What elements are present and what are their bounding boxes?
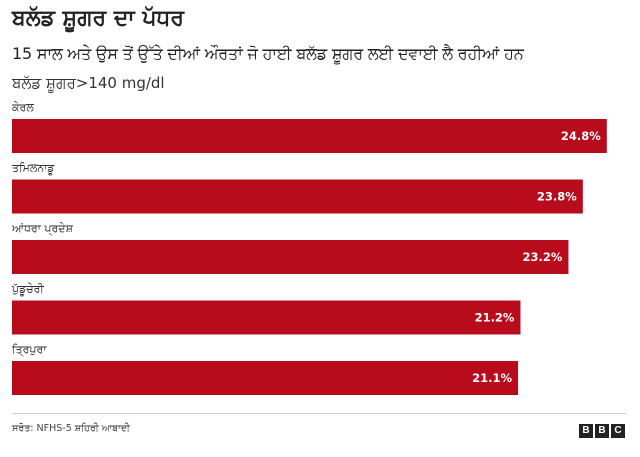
value-label: 24.8% [561, 129, 601, 143]
category-label: ਤਮਿਲਨਾਡੂ [11, 162, 55, 175]
category-label: ਤ੍ਰਿਪੁਰਾ [11, 343, 47, 356]
chart-title: ਬਲੱਡ ਸ਼ੂਗਰ ਦਾ ਪੱਧਰ [12, 6, 185, 31]
value-label: 23.2% [523, 250, 563, 264]
value-label: 21.2% [475, 311, 515, 325]
chart-subtitle: 15 ਸਾਲ ਅਤੇ ਉਸ ਤੋਂ ਉੱਤੇ ਦੀਆਂ ਔਰਤਾਂ ਜੋ ਹਾਈ… [12, 44, 524, 63]
unit-label: ਬਲੱਡ ਸ਼ੂਗਰ>140 mg/dl [12, 74, 165, 92]
bbc-logo-letter: C [611, 424, 625, 438]
bar [12, 240, 569, 274]
value-label: 23.8% [537, 190, 577, 204]
category-label: ਪੁੱਡੂਚੇਰੀ [11, 283, 44, 296]
bar [12, 119, 607, 153]
footer-divider [12, 413, 626, 414]
category-label: ਕੇਰਲ [11, 101, 34, 114]
value-label: 21.1% [472, 371, 512, 385]
bbc-logo: B B C [579, 424, 625, 438]
bbc-logo-letter: B [595, 424, 609, 438]
category-label: ਆਂਧਰਾ ਪ੍ਰਦੇਸ਼ [11, 222, 74, 235]
bar [12, 361, 519, 395]
bar [12, 179, 583, 214]
bar [12, 300, 521, 335]
source-note: ਸਰੋਤ: NFHS-5 ਸ਼ਹਿਰੀ ਆਬਾਦੀ [12, 423, 130, 434]
bar-chart: ਕੇਰਲ 24.8% ਤਮਿਲਨਾਡੂ 23.8% ਆਂਧਰਾ ਪ੍ਰਦੇਸ਼ 23.2%… [11, 101, 607, 395]
bbc-logo-letter: B [579, 424, 593, 438]
